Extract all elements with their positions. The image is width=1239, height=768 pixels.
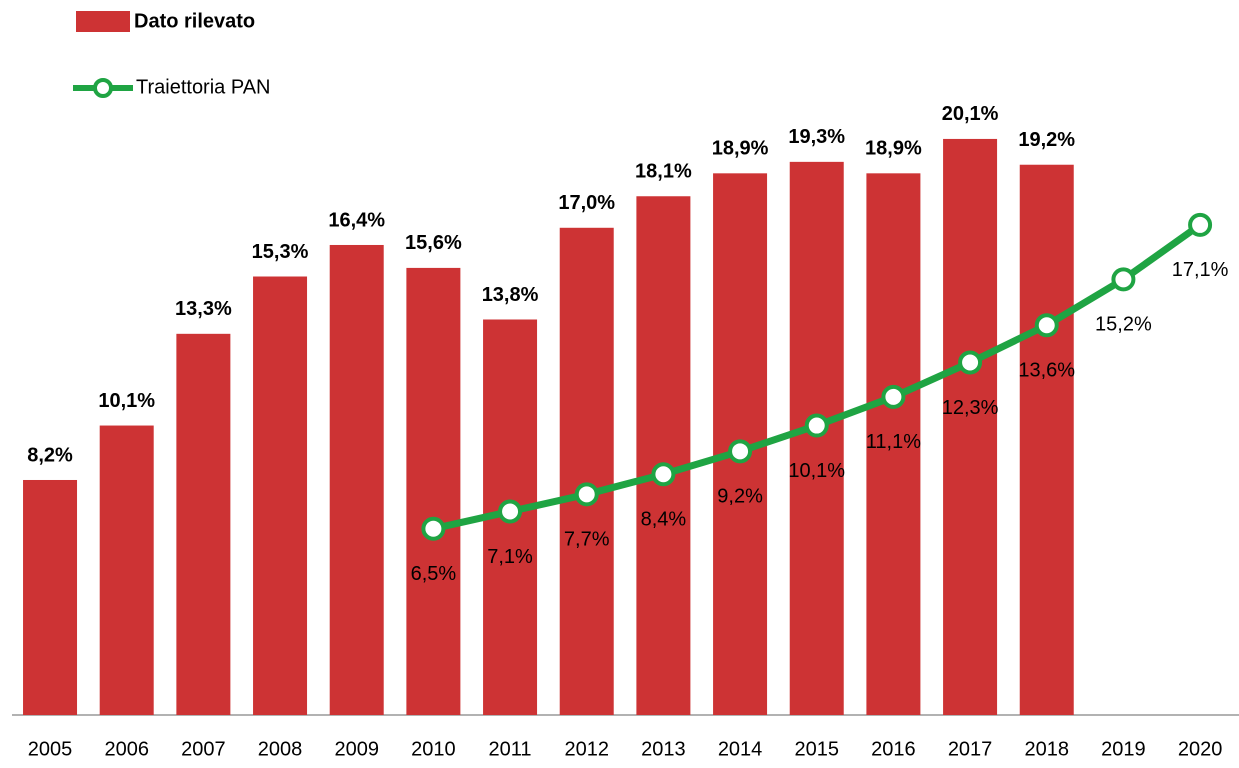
x-tick-label: 2020 [1178, 738, 1223, 760]
bar-value-label: 13,8% [482, 284, 539, 306]
x-tick-label: 2013 [641, 738, 686, 760]
x-tick-label: 2014 [718, 738, 763, 760]
x-tick-label: 2007 [181, 738, 226, 760]
bar-value-label: 19,2% [1018, 129, 1075, 151]
bar-value-label: 18,9% [712, 138, 769, 160]
bar-value-label: 15,6% [405, 232, 462, 254]
line-value-label: 11,1% [866, 431, 921, 453]
line-value-label: 12,3% [942, 397, 999, 419]
line-marker [1034, 313, 1059, 338]
line-value-label: 8,4% [641, 509, 687, 531]
bar [789, 161, 844, 715]
line-marker [728, 439, 753, 464]
bar [943, 138, 998, 715]
bar [866, 173, 921, 716]
bar [406, 267, 461, 715]
line-marker [574, 482, 599, 507]
x-tick-label: 2010 [411, 738, 456, 760]
x-tick-label: 2008 [258, 738, 303, 760]
line-marker [1188, 212, 1213, 237]
x-tick-label: 2011 [489, 738, 532, 760]
x-tick-label: 2019 [1101, 738, 1146, 760]
bar [1019, 164, 1074, 715]
x-tick-label: 2009 [334, 738, 379, 760]
line-marker [651, 462, 676, 487]
bar [636, 196, 691, 715]
line-marker [881, 384, 906, 409]
legend-label: Traiettoria PAN [136, 76, 270, 98]
bar-value-label: 16,4% [328, 209, 385, 231]
bar-value-label: 18,9% [865, 138, 922, 160]
line-marker [1111, 267, 1136, 292]
x-tick-label: 2006 [104, 738, 149, 760]
legend-label: Dato rilevato [134, 10, 255, 32]
bar-value-label: 10,1% [98, 390, 155, 412]
bar-value-label: 18,1% [635, 161, 692, 183]
bar-value-label: 15,3% [252, 241, 309, 263]
bar-value-label: 17,0% [558, 192, 615, 214]
line-marker [421, 516, 446, 541]
x-tick-label: 2012 [564, 738, 609, 760]
x-tick-label: 2017 [948, 738, 993, 760]
line-marker [804, 413, 829, 438]
bar [176, 333, 231, 715]
x-tick-label: 2018 [1024, 738, 1069, 760]
bar-value-label: 8,2% [27, 444, 73, 466]
line-value-label: 9,2% [717, 486, 763, 508]
x-tick-label: 2016 [871, 738, 916, 760]
line-value-label: 15,2% [1095, 314, 1152, 336]
legend-marker [93, 78, 113, 98]
bar [99, 425, 154, 715]
x-tick-label: 2005 [28, 738, 73, 760]
legend-swatch-bar [76, 11, 130, 32]
line-marker [958, 350, 983, 375]
bar-value-label: 20,1% [942, 103, 999, 125]
line-value-label: 7,1% [487, 546, 533, 568]
line-value-label: 13,6% [1018, 360, 1075, 382]
bar [23, 479, 78, 715]
line-value-label: 6,5% [411, 563, 457, 585]
bar [253, 276, 308, 715]
line-value-label: 10,1% [788, 460, 845, 482]
bar-value-label: 13,3% [175, 298, 232, 320]
line-value-label: 7,7% [564, 529, 610, 551]
x-tick-label: 2015 [794, 738, 839, 760]
line-marker [498, 499, 523, 524]
bar [559, 227, 614, 715]
line-value-label: 17,1% [1172, 259, 1229, 281]
bar [329, 244, 384, 715]
bar-value-label: 19,3% [788, 126, 845, 148]
